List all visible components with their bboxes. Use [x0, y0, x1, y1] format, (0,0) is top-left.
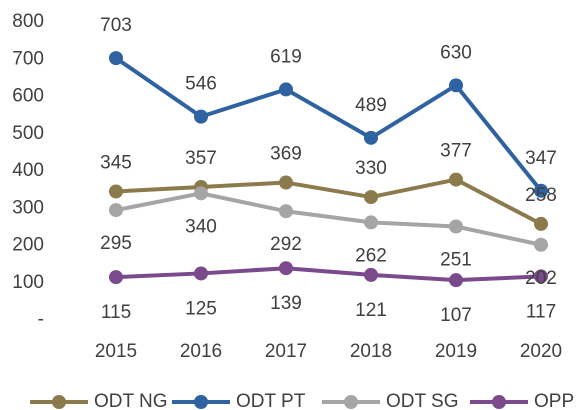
data-label: 258	[525, 185, 557, 206]
legend-marker	[344, 395, 358, 409]
data-label: 703	[100, 15, 132, 36]
point	[194, 266, 208, 281]
y-tick-label: 300	[12, 197, 44, 218]
series-line	[115, 177, 542, 226]
data-label: 115	[101, 302, 131, 323]
series-line	[115, 191, 542, 247]
point	[449, 172, 463, 187]
legend-marker	[492, 395, 506, 409]
point	[449, 78, 463, 93]
y-tick-label: 200	[12, 235, 44, 256]
data-label: 292	[270, 234, 302, 255]
data-label: 202	[525, 268, 557, 289]
y-tick-label: 600	[12, 86, 44, 107]
data-label: 340	[185, 216, 217, 237]
data-label: 377	[440, 141, 472, 162]
point	[364, 267, 378, 282]
x-tick-label: 2017	[265, 341, 307, 362]
point	[109, 270, 123, 285]
data-label: 330	[355, 158, 387, 179]
point	[364, 215, 378, 230]
data-label: 357	[185, 148, 217, 169]
legend-label: OPP	[534, 391, 574, 410]
series-line	[114, 56, 543, 192]
point	[449, 273, 463, 288]
data-label: 107	[440, 305, 472, 326]
data-label: 345	[100, 153, 132, 174]
point	[279, 175, 293, 190]
data-label: 251	[440, 250, 472, 271]
data-label: 262	[355, 245, 387, 266]
series-line	[115, 266, 542, 283]
y-tick-label: 800	[12, 11, 44, 32]
data-label: 546	[185, 74, 217, 95]
point	[534, 216, 548, 231]
point	[279, 82, 293, 97]
point	[279, 204, 293, 219]
legend-marker	[52, 395, 66, 409]
data-label: 121	[355, 300, 387, 321]
data-label: 630	[440, 42, 472, 63]
x-tick-label: 2020	[520, 341, 562, 362]
y-tick-label: 100	[12, 272, 44, 293]
data-label: 369	[270, 144, 302, 165]
data-label: 125	[185, 298, 217, 319]
data-label: 347	[525, 148, 557, 169]
x-tick-label: 2016	[180, 341, 222, 362]
x-tick-label: 2018	[350, 341, 392, 362]
y-tick-label: 400	[12, 160, 44, 181]
point	[534, 183, 548, 198]
legend-label: ODT NG	[94, 391, 168, 410]
data-label: 117	[526, 301, 556, 322]
point	[364, 130, 378, 145]
x-tick-label: 2019	[435, 341, 477, 362]
data-label: 489	[355, 95, 387, 116]
point	[109, 184, 123, 199]
data-label: 139	[270, 293, 302, 314]
y-tick-label: 700	[12, 48, 44, 69]
point	[279, 261, 293, 276]
point	[109, 51, 123, 66]
data-label: 295	[100, 233, 132, 254]
legend-label: ODT SG	[386, 391, 459, 410]
point	[109, 203, 123, 218]
data-label: 619	[270, 46, 302, 67]
y-tick-label: 500	[12, 123, 44, 144]
legend-label: ODT PT	[236, 391, 306, 410]
point	[194, 109, 208, 124]
x-tick-label: 2015	[95, 341, 137, 362]
legend-marker	[194, 395, 208, 409]
point	[194, 186, 208, 201]
y-tick-label: -	[38, 309, 44, 330]
point	[449, 219, 463, 234]
point	[364, 190, 378, 205]
point	[534, 237, 548, 252]
point	[534, 269, 548, 284]
